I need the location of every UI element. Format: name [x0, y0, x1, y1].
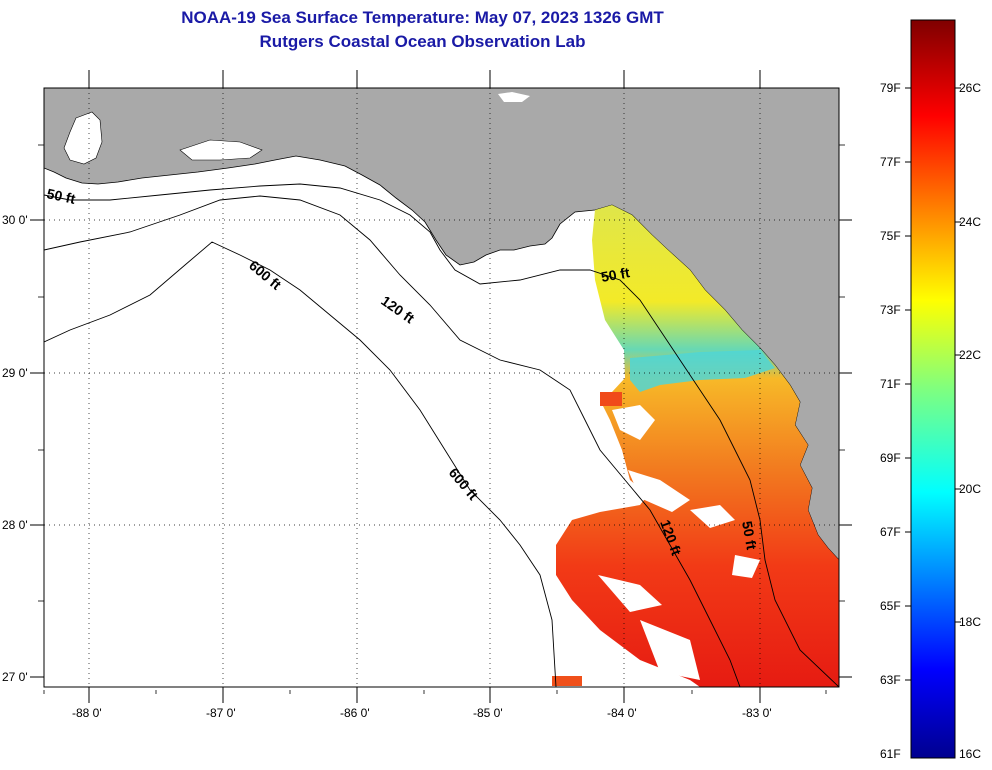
- colorbar-c-label: 22C: [959, 348, 981, 362]
- island: [498, 92, 530, 102]
- sst-fragment: [552, 676, 582, 686]
- lat-label: 29 0': [2, 366, 28, 380]
- bay: [179, 139, 263, 161]
- colorbar-f-label: 69F: [880, 451, 901, 465]
- lat-label: 28 0': [2, 518, 28, 532]
- cloud-gap: [598, 575, 662, 612]
- cool-band: [630, 350, 775, 392]
- colorbar-ticks: [905, 87, 961, 681]
- lat-label: 30 0': [2, 213, 28, 227]
- contour-50ft: [44, 183, 839, 687]
- map-subtitle: Rutgers Coastal Ocean Observation Lab: [259, 32, 586, 51]
- map-title: NOAA-19 Sea Surface Temperature: May 07,…: [181, 8, 664, 27]
- cloud-gap: [732, 555, 760, 578]
- colorbar-c-label: 18C: [959, 615, 981, 629]
- contour-label: 50 ft: [45, 185, 77, 207]
- colorbar-f-label: 73F: [880, 303, 901, 317]
- cloud-gap: [612, 405, 655, 440]
- contour-120ft: [44, 195, 741, 687]
- colorbar-f-label: 67F: [880, 525, 901, 539]
- cloud-gap: [640, 620, 700, 680]
- colorbar-c-label: 24C: [959, 215, 981, 229]
- lon-label: -83 0': [742, 706, 772, 720]
- colorbar-f-label: 77F: [880, 155, 901, 169]
- colorbar-f-label: 63F: [880, 673, 901, 687]
- lat-label: 27 0': [2, 670, 28, 684]
- colorbar-f-label: 79F: [880, 81, 901, 95]
- contour-label: 50 ft: [739, 520, 760, 551]
- color-bar: [910, 19, 956, 759]
- colorbar-f-label: 75F: [880, 229, 901, 243]
- sst-field: [556, 205, 839, 687]
- colorbar-c-label: 20C: [959, 482, 981, 496]
- contour-600ft: [44, 241, 557, 687]
- tick-marks: [30, 70, 852, 703]
- colorbar-c-label: 26C: [959, 81, 981, 95]
- contour-label: 50 ft: [600, 264, 631, 285]
- lon-label: -84 0': [607, 706, 637, 720]
- colorbar-f-label: 71F: [880, 377, 901, 391]
- cloud-gap: [560, 640, 620, 676]
- lon-label: -88 0': [72, 706, 102, 720]
- lon-label: -85 0': [473, 706, 503, 720]
- colorbar-f-label: 61F: [880, 747, 901, 761]
- lon-label: -87 0': [206, 706, 236, 720]
- sst-fragment: [600, 392, 622, 406]
- cloud-gap: [690, 505, 735, 528]
- bay: [63, 111, 103, 165]
- colorbar-c-label: 16C: [959, 747, 981, 761]
- colorbar-f-label: 65F: [880, 599, 901, 613]
- minor-ticks: [38, 144, 845, 694]
- cloud-gap: [628, 470, 690, 512]
- lon-label: -86 0': [340, 706, 370, 720]
